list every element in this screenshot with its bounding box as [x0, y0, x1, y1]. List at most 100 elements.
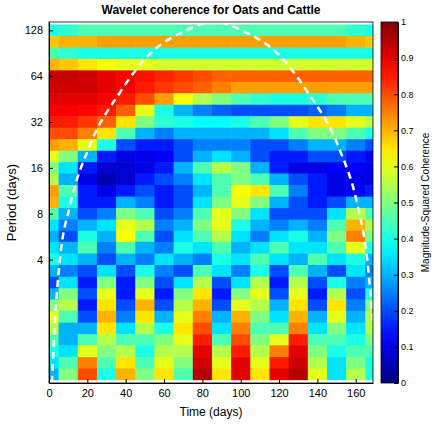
heatmap-cell	[289, 128, 309, 140]
heatmap-cell	[308, 93, 328, 105]
tick-label: 16	[31, 162, 43, 174]
heatmap-cell	[154, 288, 174, 300]
heatmap-cell	[78, 59, 98, 71]
heatmap-cell	[346, 82, 366, 94]
heatmap-cell	[193, 162, 213, 174]
heatmap-cell	[193, 323, 213, 335]
colorbar-title: Magnitude-Squared Coherence	[420, 132, 431, 272]
heatmap-cell	[59, 25, 79, 37]
heatmap-cell	[269, 265, 289, 277]
heatmap-cell	[250, 93, 270, 105]
heatmap-cell	[308, 357, 328, 369]
heatmap-cell	[154, 70, 174, 82]
heatmap-cell	[327, 185, 347, 197]
heatmap-cell	[212, 139, 232, 151]
heatmap-cell	[59, 311, 79, 323]
heatmap-cell	[59, 334, 79, 346]
heatmap-cell	[212, 368, 232, 380]
heatmap-cell	[193, 334, 213, 346]
heatmap-cell	[49, 299, 59, 311]
heatmap-cell	[154, 334, 174, 346]
heatmap-cell	[78, 116, 98, 128]
heatmap-cell	[135, 288, 155, 300]
colorbar	[381, 22, 398, 383]
heatmap-cell	[289, 277, 309, 289]
tick-label: 120	[270, 387, 288, 399]
heatmap-cell	[269, 368, 289, 380]
heatmap-cell	[289, 368, 309, 380]
heatmap-cell	[78, 36, 98, 48]
heatmap-cell	[174, 277, 194, 289]
heatmap-cell	[289, 311, 309, 323]
heatmap-cell	[365, 231, 373, 243]
tick: 32	[31, 116, 53, 128]
tick-mark	[164, 379, 165, 383]
heatmap-cell	[193, 47, 213, 59]
heatmap-cell	[174, 311, 194, 323]
heatmap-cell	[250, 139, 270, 151]
heatmap-cell	[212, 25, 232, 37]
heatmap-cell	[116, 368, 136, 380]
heatmap-cell	[135, 25, 155, 37]
heatmap-cell	[308, 128, 328, 140]
heatmap-cell	[231, 93, 251, 105]
heatmap-cell	[250, 162, 270, 174]
heatmap-cell	[250, 59, 270, 71]
heatmap-cell	[116, 323, 136, 335]
heatmap-cell	[346, 93, 366, 105]
heatmap-cell	[346, 151, 366, 163]
heatmap-cell	[346, 311, 366, 323]
heatmap-cell	[212, 93, 232, 105]
heatmap-cell	[78, 231, 98, 243]
heatmap-cell	[250, 116, 270, 128]
heatmap-cell	[59, 197, 79, 209]
heatmap-cell	[97, 82, 117, 94]
heatmap-cell	[116, 151, 136, 163]
heatmap-cell	[327, 105, 347, 117]
heatmap-cell	[250, 128, 270, 140]
heatmap-cell	[97, 345, 117, 357]
heatmap-cell	[174, 93, 194, 105]
heatmap-cell	[327, 173, 347, 185]
heatmap-cell	[327, 93, 347, 105]
heatmap-cell	[59, 93, 79, 105]
heatmap-cell	[154, 185, 174, 197]
heatmap-cell	[308, 265, 328, 277]
heatmap-cell	[116, 254, 136, 266]
heatmap-cell	[327, 368, 347, 380]
heatmap-cell	[135, 311, 155, 323]
heatmap-cell	[365, 334, 373, 346]
heatmap-cell	[97, 277, 117, 289]
tick-mark	[394, 203, 398, 204]
tick-label: 0.8	[401, 90, 414, 100]
heatmap-cell	[289, 299, 309, 311]
heatmap-cell	[212, 185, 232, 197]
heatmap-cell	[154, 116, 174, 128]
tick-label: 8	[37, 208, 43, 220]
heatmap-cell	[231, 277, 251, 289]
heatmap-cell	[193, 139, 213, 151]
heatmap-cell	[212, 357, 232, 369]
heatmap-cell	[250, 299, 270, 311]
heatmap-cell	[346, 345, 366, 357]
heatmap-cell	[308, 254, 328, 266]
heatmap-cell	[154, 277, 174, 289]
tick-label: 64	[31, 70, 43, 82]
heatmap-cell	[174, 59, 194, 71]
heatmap-cell	[365, 197, 373, 209]
heatmap-cell	[97, 173, 117, 185]
heatmap-cell	[269, 334, 289, 346]
tick-label: 160	[347, 387, 365, 399]
heatmap-cell	[327, 116, 347, 128]
heatmap-cell	[327, 231, 347, 243]
heatmap-cell	[49, 82, 59, 94]
tick-mark	[394, 383, 398, 384]
heatmap-cell	[154, 93, 174, 105]
heatmap-cell	[135, 105, 155, 117]
heatmap-cell	[269, 93, 289, 105]
tick-label: 60	[158, 387, 170, 399]
heatmap-cell	[78, 334, 98, 346]
heatmap-cell	[116, 105, 136, 117]
heatmap-cell	[59, 105, 79, 117]
heatmap-cell	[49, 368, 59, 380]
